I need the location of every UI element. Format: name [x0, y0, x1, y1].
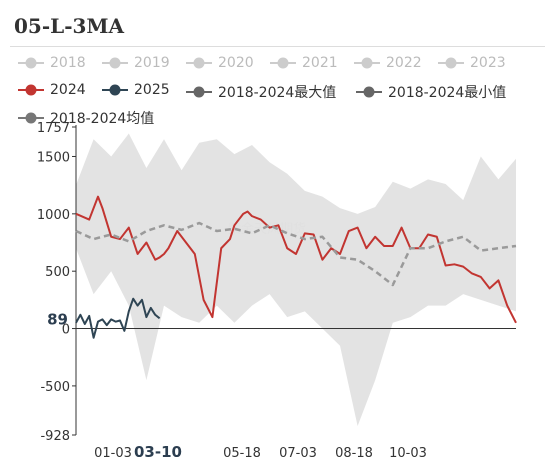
legend-label: 2021	[302, 55, 338, 71]
current-value-label: 89	[47, 310, 68, 328]
x-tick-label-5: 10-03	[389, 446, 427, 461]
series-line-2	[75, 221, 517, 287]
series-line-1	[75, 297, 161, 339]
y-tick-label-6: -500	[40, 380, 70, 395]
legend-label: 2023	[470, 55, 506, 71]
legend-label: 2024	[50, 82, 86, 98]
x-tick-label-2: 05-18	[223, 446, 261, 461]
legend-label: 2018-2024均值	[50, 111, 155, 127]
legend-item-4[interactable]: 2022	[354, 55, 422, 71]
legend-label: 2022	[386, 55, 422, 71]
y-tick-label-3: 500	[45, 265, 70, 280]
legend-marker-icon	[356, 86, 382, 98]
legend-label: 2018	[50, 55, 86, 71]
legend-item-9[interactable]: 2018-2024最小值	[356, 82, 506, 102]
legend-item-5[interactable]: 2023	[438, 55, 506, 71]
legend-label: 2018-2024最小值	[388, 85, 507, 101]
legend-label: 2018-2024最大值	[218, 85, 337, 101]
legend-label: 2025	[134, 82, 170, 98]
title-divider	[10, 46, 545, 47]
legend-item-7[interactable]: 2025	[102, 82, 170, 98]
legend-marker-icon	[18, 112, 44, 124]
y-tick-label-2: 1000	[37, 208, 70, 223]
legend-item-0[interactable]: 2018	[18, 55, 86, 71]
x-tick-label-3: 07-03	[279, 446, 317, 461]
x-tick-label-0: 01-03	[94, 446, 132, 461]
legend-marker-icon	[186, 86, 212, 98]
legend-marker-icon	[186, 57, 212, 69]
legend-item-8[interactable]: 2018-2024最大值	[186, 82, 336, 102]
legend-label: 2020	[218, 55, 254, 71]
legend-marker-icon	[102, 84, 128, 96]
x-tick-label-4: 08-18	[335, 446, 373, 461]
range-band	[76, 133, 516, 427]
legend-marker-icon	[18, 84, 44, 96]
legend-item-3[interactable]: 2021	[270, 55, 338, 71]
legend-label: 2019	[134, 55, 170, 71]
legend-item-10[interactable]: 2018-2024均值	[18, 108, 154, 128]
legend: 2018 2019 2020 2021 2022 2023 2024 2025 2018-202…	[0, 48, 550, 130]
legend-item-2[interactable]: 2020	[186, 55, 254, 71]
y-tick-label-0: 1757	[37, 121, 70, 136]
x-tick-label-1: 03-10	[134, 443, 182, 461]
y-tick-label-7: -928	[40, 429, 70, 444]
legend-marker-icon	[270, 57, 296, 69]
legend-marker-icon	[354, 57, 380, 69]
legend-marker-icon	[438, 57, 464, 69]
legend-item-6[interactable]: 2024	[18, 82, 86, 98]
chart-title: 05-L-3MA	[14, 14, 125, 38]
legend-marker-icon	[18, 57, 44, 69]
series-line-0	[75, 195, 517, 324]
legend-marker-icon	[102, 57, 128, 69]
legend-item-1[interactable]: 2019	[102, 55, 170, 71]
y-tick-label-5: 0	[62, 323, 70, 338]
y-tick-label-1: 1500	[37, 150, 70, 165]
